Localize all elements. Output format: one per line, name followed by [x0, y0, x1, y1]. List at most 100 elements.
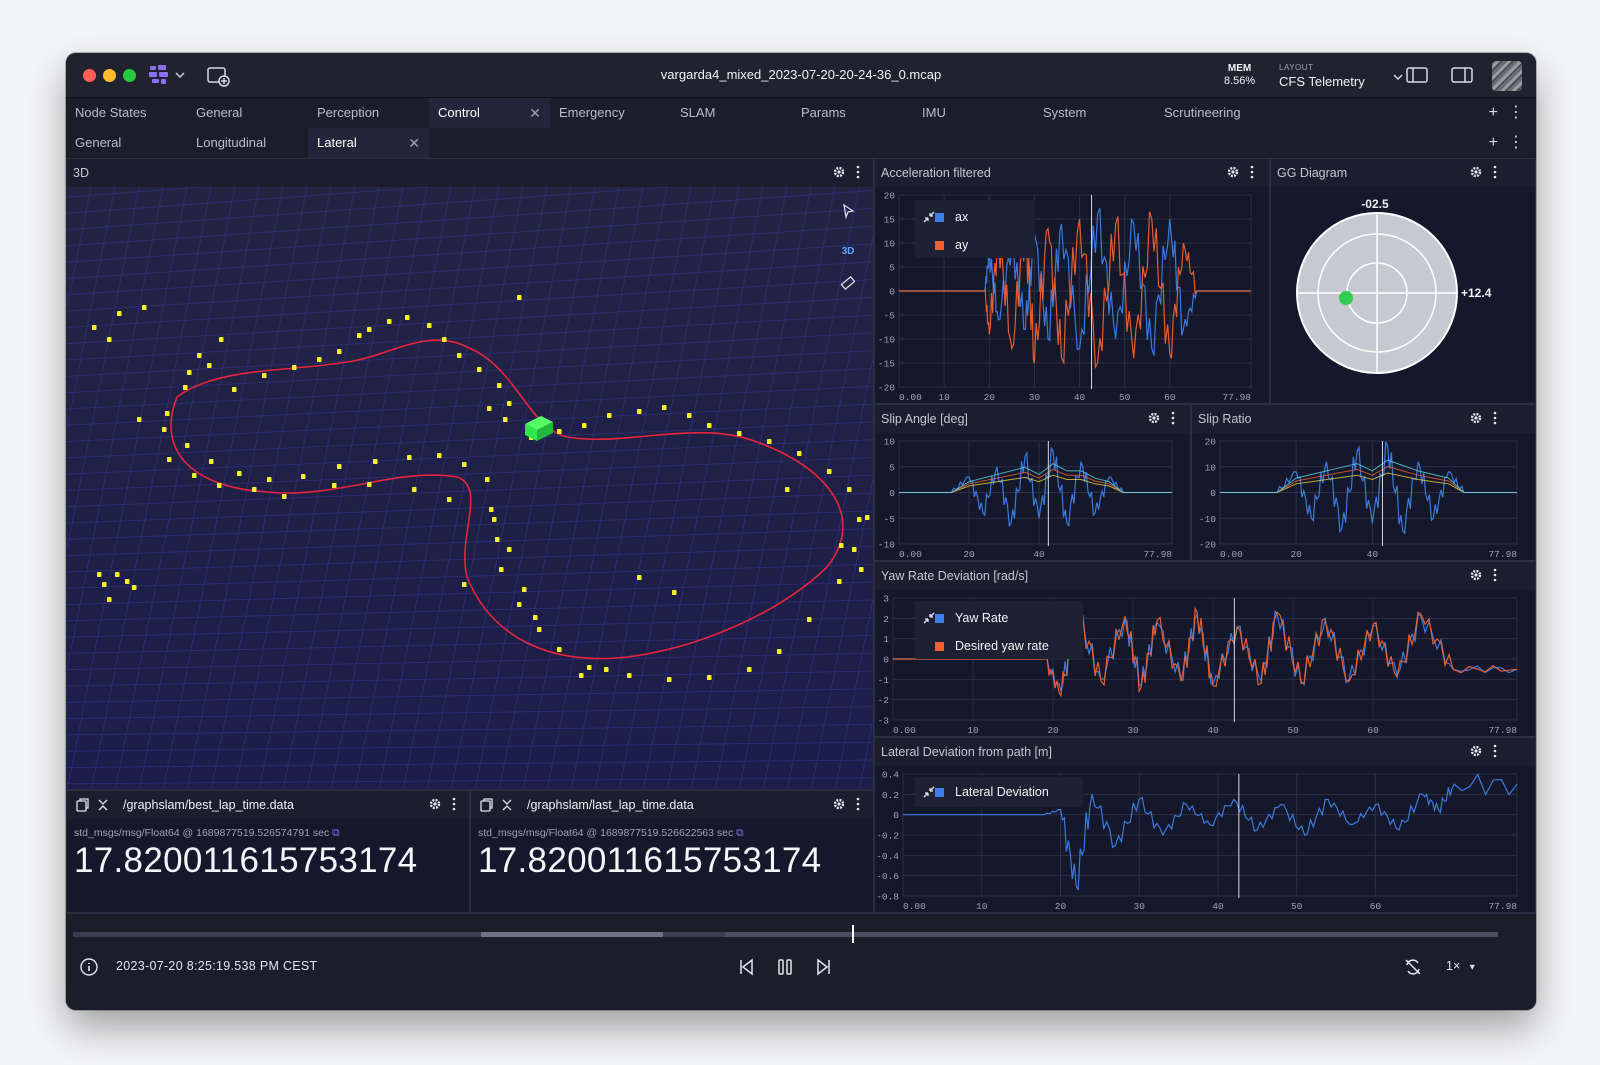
- select-tool-icon[interactable]: [837, 203, 859, 225]
- panel-lateral-deviation[interactable]: Lateral Deviation from path [m] 0.4 0.2 0 -…: [874, 737, 1536, 913]
- add-panel-icon[interactable]: [206, 65, 230, 87]
- gear-icon[interactable]: [1226, 165, 1240, 179]
- tab-perception[interactable]: Perception: [317, 105, 380, 120]
- left-sidebar-toggle-icon[interactable]: [1405, 65, 1429, 85]
- gear-icon[interactable]: [832, 797, 846, 811]
- panel-best-lap-time[interactable]: /graphslam/best_lap_time.data std_msgs/m…: [66, 790, 470, 913]
- ruler-icon[interactable]: [837, 275, 859, 297]
- copy-icon[interactable]: [478, 797, 494, 813]
- seek-backward-icon[interactable]: [735, 956, 757, 978]
- grid-line: [67, 385, 873, 426]
- 3d-viewport[interactable]: [67, 159, 874, 790]
- panel-yaw-rate[interactable]: Yaw Rate Deviation [rad/s] 3 2 1 0 -1 -2 -3 0.0…: [874, 561, 1536, 737]
- subtab-general[interactable]: General: [75, 135, 122, 150]
- add-tab-icon[interactable]: +: [1488, 104, 1498, 121]
- tab-general[interactable]: General: [196, 105, 243, 120]
- panel-3d[interactable]: 3D: [66, 158, 874, 790]
- gear-icon[interactable]: [1147, 411, 1161, 425]
- close-tab-icon[interactable]: ✕: [529, 105, 541, 121]
- gear-icon[interactable]: [1469, 568, 1483, 582]
- kebab-menu-icon[interactable]: [1170, 411, 1176, 425]
- copy-icon[interactable]: ⧉: [332, 827, 340, 839]
- panel-slip-angle[interactable]: Slip Angle [deg] 10 5 0 -5 -10 0.00 20 40 77.98: [874, 404, 1191, 561]
- copy-icon[interactable]: ⧉: [736, 827, 744, 839]
- collapse-icon[interactable]: [95, 797, 111, 813]
- panel-slip-ratio[interactable]: Slip Ratio 20 10 0 -10 -20 0.00 20 40 77.98: [1191, 404, 1536, 561]
- right-sidebar-toggle-icon[interactable]: [1450, 65, 1474, 85]
- cone: [252, 487, 257, 492]
- tab-params[interactable]: Params: [801, 105, 846, 120]
- gear-icon[interactable]: [1469, 165, 1483, 179]
- collapse-legend-icon[interactable]: [921, 784, 937, 800]
- playhead[interactable]: [852, 925, 855, 943]
- tab-system[interactable]: System: [1043, 105, 1087, 120]
- collapse-legend-icon[interactable]: [921, 610, 937, 626]
- panel-gg-diagram[interactable]: GG Diagram -02.5 +12.4: [1270, 158, 1536, 404]
- tab-emergency[interactable]: Emergency: [559, 105, 625, 120]
- gg-diagram-plot[interactable]: -02.5 +12.4: [1271, 187, 1536, 404]
- kebab-menu-icon[interactable]: [1492, 411, 1498, 425]
- tab-imu[interactable]: IMU: [922, 105, 946, 120]
- x-tick-label: 77.98: [1488, 549, 1517, 560]
- collapse-legend-icon[interactable]: [921, 209, 937, 225]
- playback-speed[interactable]: 1× ▾: [1446, 959, 1475, 973]
- kebab-menu-icon[interactable]: [1492, 568, 1498, 582]
- layout-selector[interactable]: LAYOUT CFS Telemetry: [1279, 61, 1404, 91]
- pause-icon[interactable]: [774, 956, 796, 978]
- slip-ratio-plot[interactable]: 20 10 0 -10 -20 0.00 20 40 77.98: [1192, 433, 1536, 561]
- tab-control[interactable]: Control ✕: [429, 98, 550, 128]
- cone: [707, 423, 712, 428]
- cone: [865, 515, 870, 520]
- user-avatar[interactable]: [1492, 61, 1522, 91]
- panel-last-lap-time[interactable]: /graphslam/last_lap_time.data std_msgs/m…: [470, 790, 874, 913]
- collapse-icon[interactable]: [499, 797, 515, 813]
- cone: [522, 587, 527, 592]
- loop-off-icon[interactable]: [1402, 956, 1424, 978]
- subtab-lateral[interactable]: Lateral ✕: [308, 128, 429, 158]
- y-tick-label: -1: [878, 675, 890, 686]
- gear-icon[interactable]: [1469, 744, 1483, 758]
- legend-item-yaw-rate[interactable]: Yaw Rate: [935, 609, 1008, 627]
- legend-item-lateral-deviation[interactable]: Lateral Deviation: [935, 783, 1049, 801]
- close-tab-icon[interactable]: ✕: [408, 135, 420, 151]
- kebab-menu-icon[interactable]: [1492, 744, 1498, 758]
- gear-icon[interactable]: [1469, 411, 1483, 425]
- 3d-mode-toggle[interactable]: 3D: [841, 246, 855, 257]
- legend-item-desired-yaw-rate[interactable]: Desired yaw rate: [935, 637, 1049, 655]
- seek-forward-icon[interactable]: [813, 956, 835, 978]
- playback-timeline[interactable]: [73, 925, 1498, 943]
- kebab-menu-icon[interactable]: [1249, 165, 1255, 179]
- kebab-menu-icon[interactable]: [451, 797, 457, 811]
- grid-line: [67, 474, 873, 508]
- add-tab-icon[interactable]: +: [1488, 134, 1498, 151]
- kebab-menu-icon[interactable]: [855, 165, 861, 179]
- minimize-window-button[interactable]: [103, 69, 116, 82]
- tab-node-states[interactable]: Node States: [75, 105, 147, 120]
- playback-bar: 2023-07-20 8:25:19.538 PM CEST 1× ▾: [66, 913, 1536, 1010]
- tab-slam[interactable]: SLAM: [680, 105, 716, 120]
- gear-icon[interactable]: [428, 797, 442, 811]
- tab-scrutineering[interactable]: Scrutineering: [1164, 105, 1241, 120]
- close-window-button[interactable]: [83, 69, 96, 82]
- cone: [217, 483, 222, 488]
- cone: [797, 451, 802, 456]
- legend-item-ay[interactable]: ay: [935, 236, 968, 254]
- maximize-window-button[interactable]: [123, 69, 136, 82]
- kebab-menu-icon[interactable]: ⋮: [1508, 134, 1524, 151]
- subtab-longitudinal[interactable]: Longitudinal: [196, 135, 267, 150]
- kebab-menu-icon[interactable]: ⋮: [1508, 104, 1524, 121]
- slip-angle-plot[interactable]: 10 5 0 -5 -10 0.00 20 40 77.98: [875, 433, 1191, 561]
- grid-line: [258, 186, 380, 789]
- grid-line: [67, 581, 873, 605]
- copy-icon[interactable]: [74, 797, 90, 813]
- gear-icon[interactable]: [832, 165, 846, 179]
- kebab-menu-icon[interactable]: [855, 797, 861, 811]
- 3d-scene[interactable]: 3D: [67, 159, 874, 790]
- legend-item-ax[interactable]: ax: [935, 208, 968, 226]
- kebab-menu-icon[interactable]: [1492, 165, 1498, 179]
- app-menu-icon[interactable]: [148, 64, 186, 86]
- lateral-deviation-plot[interactable]: 0.4 0.2 0 -0.2 -0.4 -0.6 -0.8 0.00 10 20 30 40 50 60 7…: [875, 766, 1536, 913]
- series-line: [1220, 441, 1517, 535]
- panel-acceleration[interactable]: Acceleration filtered 20 15 10 5 0 -5 -10 -15 -2…: [874, 158, 1270, 404]
- info-icon[interactable]: [78, 956, 100, 978]
